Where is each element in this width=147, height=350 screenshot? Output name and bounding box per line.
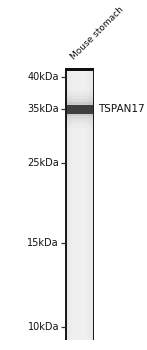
Bar xyxy=(68,69,69,341)
Bar xyxy=(69,69,71,341)
Bar xyxy=(67,90,93,128)
Text: 15kDa: 15kDa xyxy=(27,238,59,248)
Bar xyxy=(89,69,90,341)
Bar xyxy=(65,69,67,341)
Text: Mouse stomach: Mouse stomach xyxy=(69,5,125,61)
Text: 40kDa: 40kDa xyxy=(27,72,59,82)
Text: 25kDa: 25kDa xyxy=(27,158,59,168)
Bar xyxy=(88,69,89,341)
Text: 35kDa: 35kDa xyxy=(27,104,59,114)
Bar xyxy=(71,69,72,341)
Bar xyxy=(67,96,93,122)
Bar xyxy=(67,105,93,113)
Bar xyxy=(67,93,93,125)
Bar xyxy=(67,69,68,341)
Bar xyxy=(93,69,94,341)
Text: 10kDa: 10kDa xyxy=(27,322,59,332)
Bar xyxy=(91,69,93,341)
Bar xyxy=(86,69,88,341)
Bar xyxy=(67,102,93,117)
Bar xyxy=(65,68,94,71)
Bar xyxy=(72,69,73,341)
Bar xyxy=(65,69,94,341)
Text: TSPAN17: TSPAN17 xyxy=(98,104,145,114)
Bar xyxy=(67,99,93,119)
Bar xyxy=(90,69,91,341)
